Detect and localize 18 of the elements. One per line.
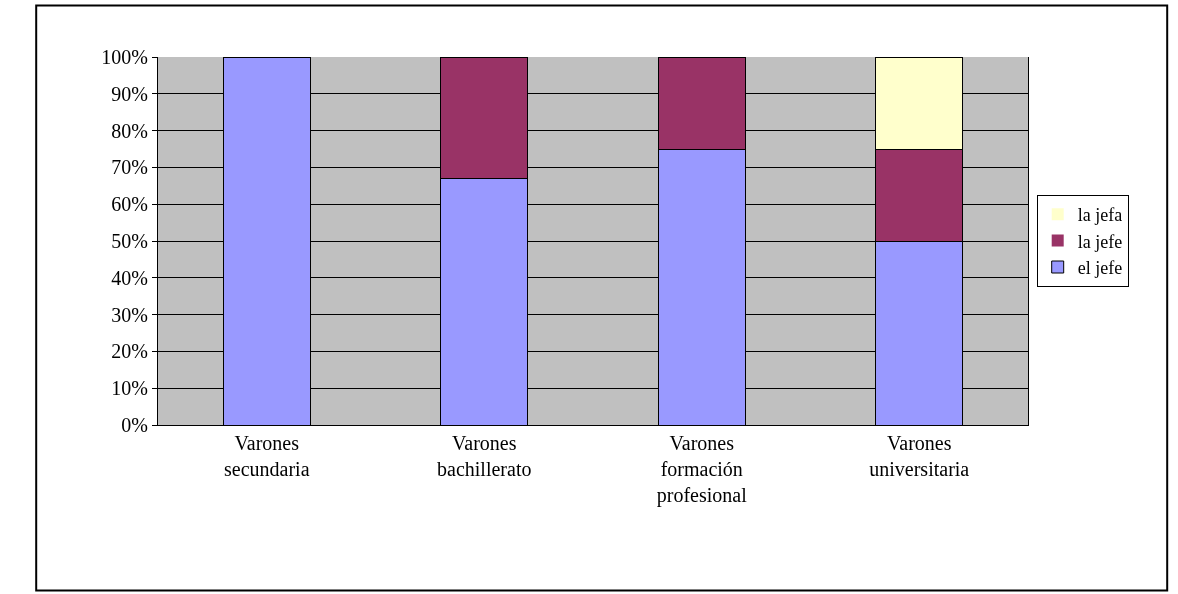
y-tick-label: 40% (111, 266, 148, 289)
legend-label: la jefa (1077, 205, 1123, 226)
y-tick-label: 30% (111, 303, 148, 326)
y-tick-label: 70% (111, 156, 148, 179)
legend-label: la jefe (1077, 231, 1123, 252)
y-tick-label: 50% (111, 230, 148, 252)
y-tick-label: 0% (121, 414, 148, 436)
x-tick-label: Varones secundaria (223, 432, 310, 480)
y-tick-label: 60% (111, 193, 148, 216)
x-tick-label: Varones bachillerato (437, 432, 532, 480)
y-tick-label: 90% (111, 82, 148, 105)
y-tick-label: 10% (111, 377, 148, 400)
x-tick-label: Varones universitaria (869, 432, 970, 480)
y-tick-label: 20% (111, 340, 148, 363)
y-tick-label: 100% (101, 46, 148, 68)
y-tick-label: 80% (111, 119, 148, 142)
x-tick-label: Varones formación profesional (656, 432, 748, 507)
legend-label: el jefe (1077, 258, 1123, 279)
